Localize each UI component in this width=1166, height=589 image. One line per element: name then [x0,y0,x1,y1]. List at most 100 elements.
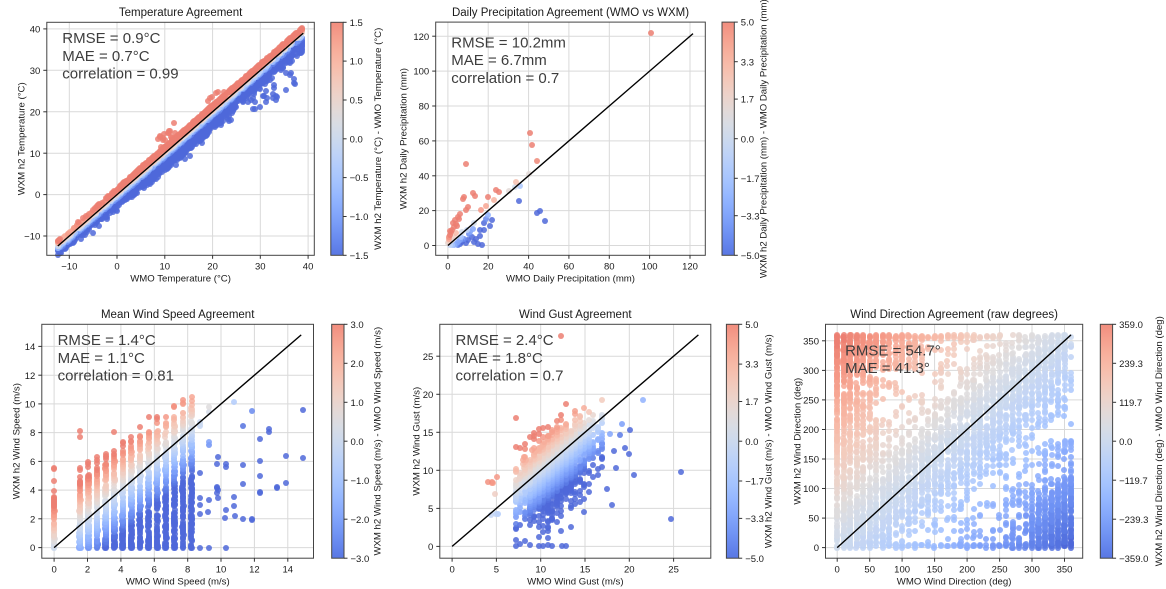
svg-text:15: 15 [423,428,434,439]
svg-text:0.0: 0.0 [1119,437,1132,448]
svg-text:4: 4 [30,486,35,497]
svg-text:WXM h2 Daily Precipitation (mm: WXM h2 Daily Precipitation (mm) [399,68,410,209]
svg-text:50: 50 [808,514,819,525]
svg-text:WXM h2 Wind Direction (deg): WXM h2 Wind Direction (deg) [793,378,804,505]
svg-text:10: 10 [216,564,227,575]
svg-text:−3.3: −3.3 [741,211,760,222]
svg-text:4: 4 [118,564,123,575]
svg-text:40: 40 [419,171,430,182]
svg-text:0: 0 [445,262,450,273]
svg-text:20: 20 [30,107,41,118]
svg-text:5: 5 [494,564,499,575]
svg-text:60: 60 [564,262,575,273]
svg-text:100: 100 [413,67,429,78]
svg-text:12: 12 [25,371,36,382]
svg-text:correlation = 0.7: correlation = 0.7 [456,368,564,385]
svg-text:0: 0 [449,564,454,575]
svg-text:1.5: 1.5 [350,18,363,29]
svg-text:WXM h2 Wind Speed (m/s): WXM h2 Wind Speed (m/s) [12,383,23,499]
svg-text:10: 10 [25,400,36,411]
svg-text:correlation = 0.81: correlation = 0.81 [58,368,174,385]
svg-text:RMSE = 10.2mm: RMSE = 10.2mm [451,34,566,51]
svg-text:350: 350 [803,336,819,347]
svg-text:150: 150 [927,564,943,575]
svg-text:WXM h2 Wind Gust (m/s) - WMO W: WXM h2 Wind Gust (m/s) - WMO Wind Gust (… [764,334,775,548]
svg-text:MAE = 1.8°C: MAE = 1.8°C [456,350,543,367]
svg-text:−10: −10 [61,262,77,273]
svg-text:WMO Temperature (°C): WMO Temperature (°C) [130,274,231,285]
svg-text:Wind Direction Agreement (raw: Wind Direction Agreement (raw degrees) [850,309,1058,321]
svg-text:30: 30 [255,262,266,273]
svg-text:−1.7: −1.7 [741,174,760,185]
svg-text:correlation = 0.99: correlation = 0.99 [62,66,178,83]
svg-text:WXM h2 Temperature (°C): WXM h2 Temperature (°C) [17,82,28,195]
svg-text:2: 2 [30,514,35,525]
svg-text:20: 20 [207,262,218,273]
svg-text:WXM h2 Temperature (°C) - WMO: WXM h2 Temperature (°C) - WMO Temperatur… [373,28,384,250]
svg-text:40: 40 [303,262,314,273]
svg-text:2.0: 2.0 [351,359,364,370]
svg-text:1.0: 1.0 [351,398,364,409]
svg-text:Daily Precipitation Agreement: Daily Precipitation Agreement (WMO vs WX… [452,7,689,19]
svg-text:−5.0: −5.0 [741,251,760,262]
svg-text:12: 12 [249,564,260,575]
svg-text:80: 80 [419,102,430,113]
svg-text:−359.0: −359.0 [1119,554,1148,565]
svg-text:WMO Daily Precipitation (mm): WMO Daily Precipitation (mm) [506,274,635,285]
svg-text:0: 0 [114,262,119,273]
svg-text:WMO Wind Speed (m/s): WMO Wind Speed (m/s) [126,577,230,588]
svg-text:20: 20 [419,206,430,217]
svg-text:MAE = 1.1°C: MAE = 1.1°C [58,350,145,367]
svg-text:8: 8 [30,428,35,439]
svg-text:20: 20 [423,390,434,401]
svg-text:0: 0 [424,241,429,252]
svg-text:RMSE = 1.4°C: RMSE = 1.4°C [58,332,156,349]
svg-text:Temperature Agreement: Temperature Agreement [119,7,243,19]
svg-text:20: 20 [624,564,635,575]
svg-text:0.0: 0.0 [741,134,754,145]
svg-text:−3.3: −3.3 [745,514,764,525]
svg-text:300: 300 [1024,564,1040,575]
svg-text:−10: −10 [24,232,40,243]
svg-text:10: 10 [423,466,434,477]
svg-text:MAE = 0.7°C: MAE = 0.7°C [62,48,149,65]
svg-text:MAE = 41.3°: MAE = 41.3° [845,360,930,377]
svg-text:0.5: 0.5 [350,96,363,107]
svg-text:250: 250 [803,396,819,407]
svg-text:239.3: 239.3 [1119,359,1143,370]
svg-text:25: 25 [668,564,679,575]
svg-text:−239.3: −239.3 [1119,515,1148,526]
svg-text:2: 2 [85,564,90,575]
svg-text:60: 60 [419,137,430,148]
svg-text:6: 6 [30,457,35,468]
svg-text:0: 0 [814,543,819,554]
svg-text:0: 0 [835,564,840,575]
svg-text:RMSE = 0.9°C: RMSE = 0.9°C [62,30,160,47]
svg-text:300: 300 [803,366,819,377]
svg-text:150: 150 [803,455,819,466]
svg-text:−119.7: −119.7 [1119,476,1148,487]
svg-text:3.0: 3.0 [351,320,364,331]
svg-text:10: 10 [30,149,41,160]
svg-text:WXM h2 Daily Precipitation (mm: WXM h2 Daily Precipitation (mm) - WMO Da… [758,0,769,278]
svg-text:25: 25 [423,352,434,363]
svg-text:Mean Wind Speed Agreement: Mean Wind Speed Agreement [101,309,255,321]
svg-text:100: 100 [803,484,819,495]
svg-text:5.0: 5.0 [745,320,758,331]
svg-text:120: 120 [413,32,429,43]
svg-text:20: 20 [483,262,494,273]
svg-text:100: 100 [894,564,910,575]
svg-text:3.3: 3.3 [745,360,758,371]
svg-text:WXM h2 Wind Gust (m/s): WXM h2 Wind Gust (m/s) [411,387,422,496]
svg-text:−1.7: −1.7 [745,477,764,488]
svg-text:−1.5: −1.5 [350,251,369,262]
svg-text:40: 40 [30,25,41,36]
svg-text:−2.0: −2.0 [351,515,370,526]
svg-text:WXM h2 Wind Speed (m/s) - WMO: WXM h2 Wind Speed (m/s) - WMO Wind Speed… [373,327,384,556]
svg-text:Wind Gust Agreement: Wind Gust Agreement [519,309,632,321]
svg-text:8: 8 [185,564,190,575]
svg-text:3.3: 3.3 [741,57,754,68]
svg-text:15: 15 [580,564,591,575]
svg-text:0: 0 [35,190,40,201]
svg-text:−0.5: −0.5 [350,173,369,184]
